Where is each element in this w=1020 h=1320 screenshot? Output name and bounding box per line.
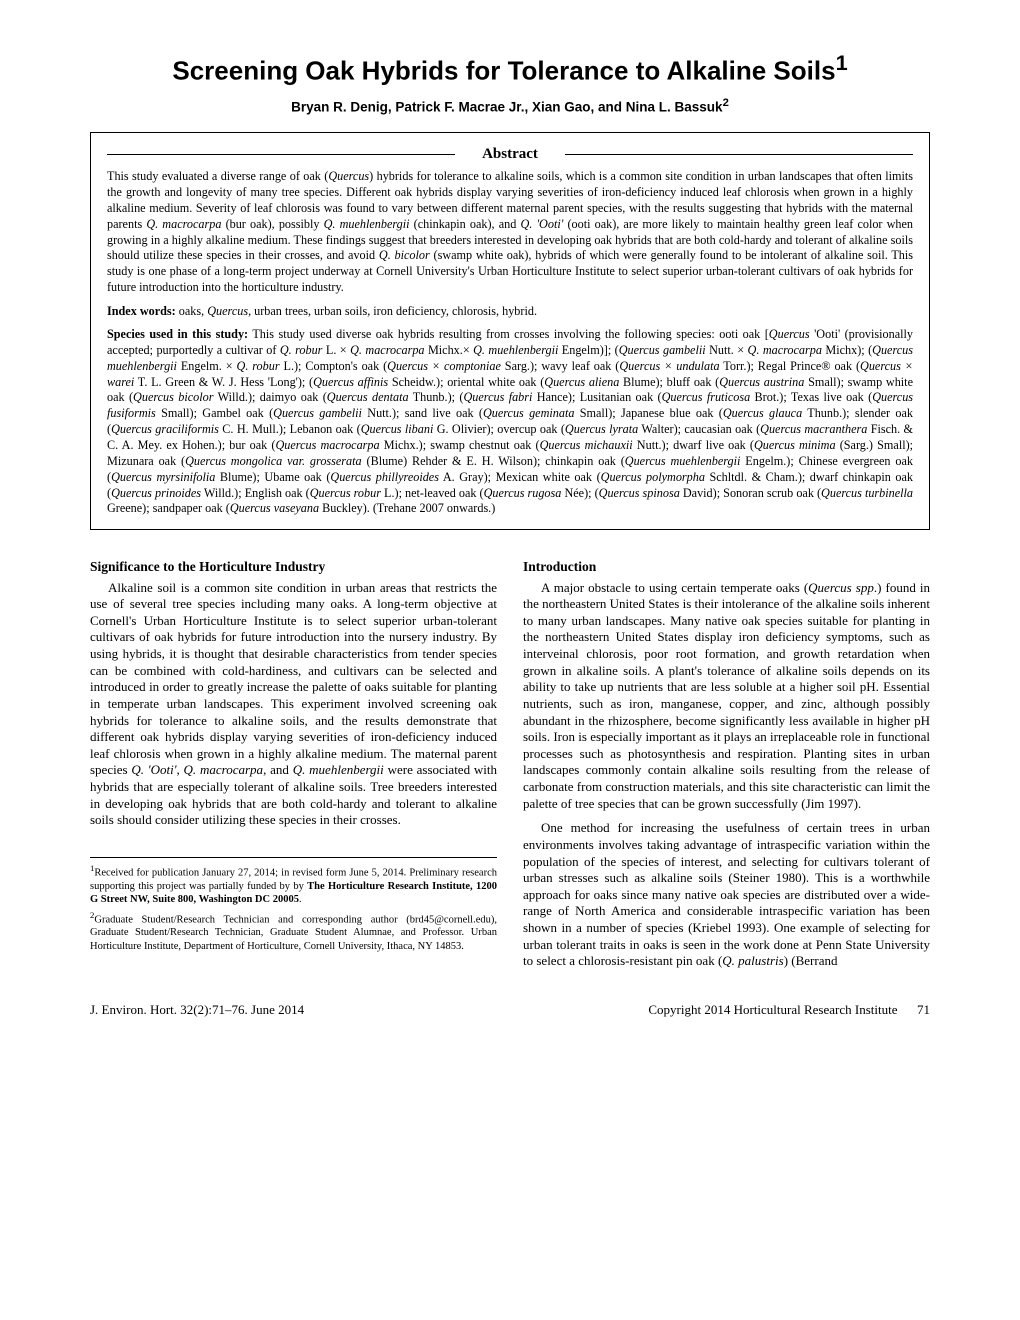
introduction-paragraph-2: One method for increasing the usefulness…	[523, 820, 930, 970]
rule-left	[107, 154, 455, 155]
authors-text: Bryan R. Denig, Patrick F. Macrae Jr., X…	[291, 99, 722, 114]
two-column-body: Significance to the Horticulture Industr…	[90, 554, 930, 978]
footer-right-group: Copyright 2014 Horticultural Research In…	[648, 1002, 930, 1018]
significance-paragraph: Alkaline soil is a common site condition…	[90, 580, 497, 829]
authors-line: Bryan R. Denig, Patrick F. Macrae Jr., X…	[90, 97, 930, 115]
right-column: Introduction A major obstacle to using c…	[523, 554, 930, 978]
footnote-1: 1Received for publication January 27, 20…	[90, 863, 497, 906]
paper-title: Screening Oak Hybrids for Tolerance to A…	[90, 50, 930, 87]
page-footer: J. Environ. Hort. 32(2):71–76. June 2014…	[90, 1002, 930, 1018]
left-column: Significance to the Horticulture Industr…	[90, 554, 497, 978]
title-sup: 1	[836, 50, 848, 75]
abstract-heading-row: Abstract	[107, 145, 913, 163]
significance-heading: Significance to the Horticulture Industr…	[90, 558, 497, 575]
footnotes: 1Received for publication January 27, 20…	[90, 857, 497, 953]
index-words-text: oaks, Quercus, urban trees, urban soils,…	[176, 304, 537, 318]
abstract-text: This study evaluated a diverse range of …	[107, 169, 913, 296]
introduction-heading: Introduction	[523, 558, 930, 575]
title-text: Screening Oak Hybrids for Tolerance to A…	[172, 56, 835, 86]
index-words-label: Index words:	[107, 304, 176, 318]
species-text: This study used diverse oak hybrids resu…	[107, 327, 913, 515]
species-label: Species used in this study:	[107, 327, 248, 341]
index-words: Index words: oaks, Quercus, urban trees,…	[107, 304, 913, 319]
introduction-paragraph-1: A major obstacle to using certain temper…	[523, 580, 930, 813]
footer-journal-citation: J. Environ. Hort. 32(2):71–76. June 2014	[90, 1002, 304, 1018]
page-number: 71	[917, 1002, 930, 1017]
rule-right	[565, 154, 913, 155]
species-block: Species used in this study: This study u…	[107, 327, 913, 517]
authors-sup: 2	[723, 97, 729, 109]
abstract-box: Abstract This study evaluated a diverse …	[90, 132, 930, 530]
footnote-2: 2Graduate Student/Research Technician an…	[90, 910, 497, 953]
abstract-heading: Abstract	[472, 146, 548, 163]
footer-copyright: Copyright 2014 Horticultural Research In…	[648, 1002, 897, 1017]
